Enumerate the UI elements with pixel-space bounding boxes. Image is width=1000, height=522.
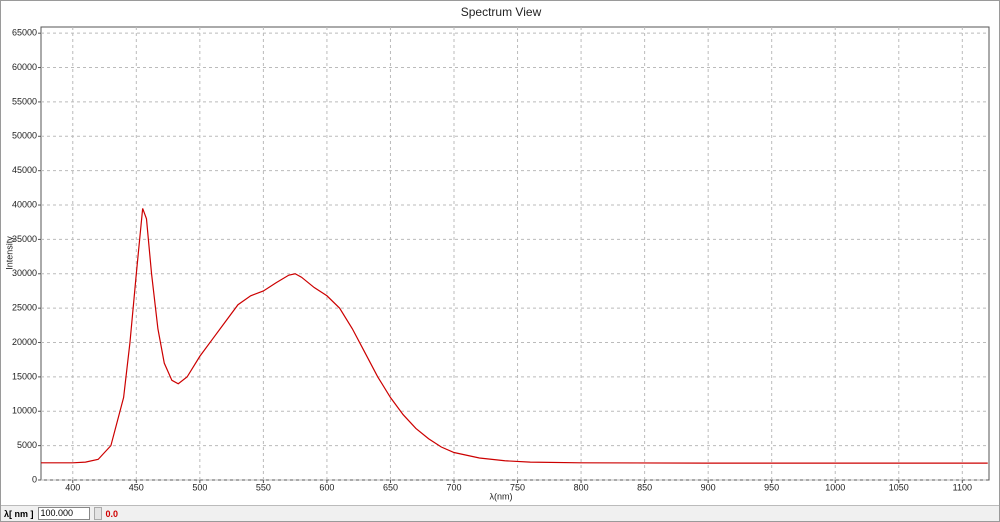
x-tick-label: 900	[701, 482, 716, 492]
y-tick-label: 40000	[12, 199, 37, 209]
x-tick-label: 800	[574, 482, 589, 492]
x-tick-label: 450	[129, 482, 144, 492]
x-tick-label: 650	[383, 482, 398, 492]
x-tick-label: 400	[65, 482, 80, 492]
x-tick-label: 550	[256, 482, 271, 492]
y-tick-label: 25000	[12, 303, 37, 313]
y-tick-label: 50000	[12, 131, 37, 141]
y-tick-label: 5000	[17, 440, 37, 450]
plot-area	[40, 26, 990, 481]
y-tick-label: 30000	[12, 268, 37, 278]
x-tick-label: 1100	[953, 482, 972, 492]
y-tick-label: 55000	[12, 96, 37, 106]
readout: 0.0	[105, 508, 119, 519]
x-tick-label: 850	[637, 482, 652, 492]
x-tick-label: 750	[510, 482, 525, 492]
y-tick-label: 10000	[12, 406, 37, 416]
wavelength-label: λ[ nm ]	[4, 508, 34, 519]
x-tick-label: 600	[319, 482, 334, 492]
y-tick-label: 15000	[12, 371, 37, 381]
y-tick-label: 60000	[12, 62, 37, 72]
wavelength-input[interactable]: 100.000	[37, 507, 90, 520]
y-tick-label: 20000	[12, 337, 37, 347]
spinner[interactable]	[93, 507, 102, 520]
chart-title: Spectrum View	[461, 5, 542, 19]
x-tick-label: 500	[192, 482, 207, 492]
spectrum-line	[41, 208, 988, 464]
x-tick-label: 1000	[825, 482, 845, 492]
x-tick-label: 700	[446, 482, 461, 492]
chart: Spectrum View λ(nm) Intensity 0 5000 10000…	[4, 5, 990, 501]
toolbar: λ[ nm ] 100.000 0.0	[1, 505, 999, 521]
y-axis-label: Intensity	[4, 236, 14, 270]
x-tick-label: 950	[764, 482, 779, 492]
y-tick-label: 45000	[12, 165, 37, 175]
x-axis-label: λ(nm)	[490, 491, 513, 501]
y-tick-label: 0	[32, 474, 37, 484]
y-tick-label: 65000	[12, 28, 37, 38]
x-tick-label: 1050	[889, 482, 909, 492]
y-tick-label: 35000	[12, 234, 37, 244]
